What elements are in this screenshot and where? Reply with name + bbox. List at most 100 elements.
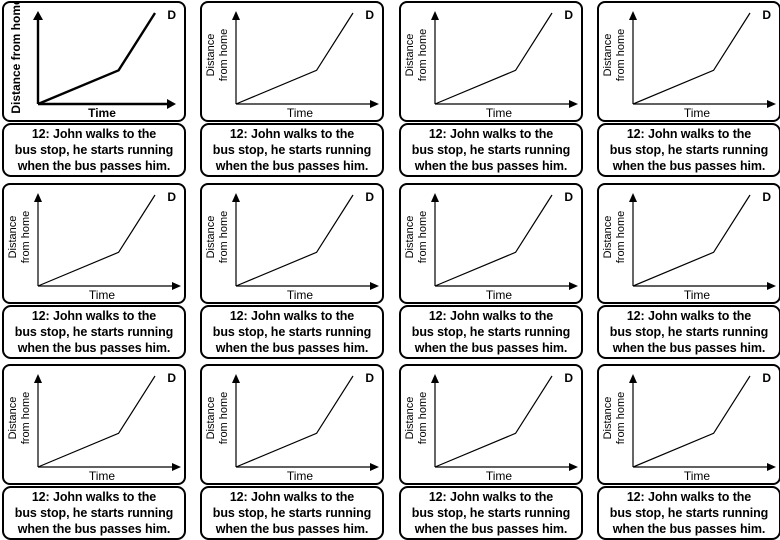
caption-line-2: bus stop, he starts running (609, 143, 769, 157)
distance-line (37, 375, 156, 468)
y-axis-label-line1: Distance (404, 216, 416, 259)
caption-box: 12: John walks to the bus stop, he starts… (2, 123, 186, 177)
y-axis-label-line2: from home (20, 211, 32, 264)
caption-line-2: bus stop, he starts running (411, 143, 571, 157)
caption-line-3: when the bus passes him. (612, 341, 766, 355)
card-letter: D (167, 8, 176, 22)
card-letter: D (564, 8, 573, 22)
caption-line-3: when the bus passes him. (414, 522, 568, 536)
caption-line-3: when the bus passes him. (414, 159, 568, 173)
x-axis-arrow-icon (569, 463, 578, 471)
distance-time-graph: D Time Distance from home (9, 3, 176, 120)
x-axis-arrow-icon (167, 99, 176, 109)
caption-line-3: when the bus passes him. (612, 159, 766, 173)
distance-line (37, 12, 157, 106)
y-axis-label-line1: Distance (205, 397, 217, 440)
x-axis-arrow-icon (569, 100, 578, 108)
distance-line (632, 12, 751, 105)
caption-text: 12: John walks to the bus stop, he starts… (212, 126, 372, 174)
y-axis-label-line2: from home (615, 211, 627, 264)
x-axis-label: Time (684, 469, 711, 483)
caption-line-1: 12: John walks to the (229, 127, 355, 141)
caption-text: 12: John walks to the bus stop, he starts… (212, 489, 372, 537)
distance-time-graph: D Time Distance from home (404, 190, 578, 302)
caption-text: 12: John walks to the bus stop, he starts… (15, 489, 174, 537)
distance-line (235, 375, 354, 468)
caption-text: 12: John walks to the bus stop, he starts… (14, 126, 174, 174)
y-axis-label-line2: from home (20, 392, 32, 445)
distance-line (434, 375, 553, 468)
caption-text: 12: John walks to the bus stop, he starts… (412, 308, 571, 356)
y-axis-arrow-icon (33, 11, 43, 20)
card-letter: D (564, 190, 573, 204)
graph-panel: D Time Distance from home (2, 1, 186, 122)
caption-box: 12: John walks to the bus stop, he starts… (597, 305, 780, 359)
y-axis-arrow-icon (431, 193, 439, 202)
y-axis-arrow-icon (232, 193, 240, 202)
graph-panel: D Time Distance from home (200, 1, 384, 122)
distance-time-graph: D Time Distance from home (404, 8, 578, 120)
y-axis-arrow-icon (232, 374, 240, 383)
x-axis-arrow-icon (370, 282, 379, 290)
y-axis-label-line1: Distance (7, 216, 19, 259)
distance-time-graph: D Time Distance from home (7, 371, 181, 483)
y-axis-label-line2: from home (218, 211, 230, 264)
distance-line (235, 194, 354, 287)
graph-panel: D Time Distance from home (399, 364, 583, 485)
card-letter: D (365, 371, 374, 385)
caption-box: 12: John walks to the bus stop, he starts… (399, 123, 583, 177)
graph-panel: D Time Distance from home (200, 364, 384, 485)
x-axis-arrow-icon (172, 282, 181, 290)
caption-box: 12: John walks to the bus stop, he starts… (200, 123, 384, 177)
distance-time-graph: D Time Distance from home (404, 371, 578, 483)
caption-text: 12: John walks to the bus stop, he starts… (411, 126, 571, 174)
graph-panel: D Time Distance from home (597, 1, 780, 122)
distance-line (632, 375, 751, 468)
caption-line-2: bus stop, he starts running (212, 506, 372, 520)
graph-panel: D Time Distance from home (597, 183, 780, 304)
distance-time-graph: D Time Distance from home (602, 190, 776, 302)
y-axis-label-line2: from home (417, 29, 429, 82)
y-axis-label-line2: from home (218, 392, 230, 445)
x-axis-label: Time (89, 288, 116, 302)
distance-time-graph: D Time Distance from home (7, 190, 181, 302)
caption-line-1: 12: John walks to the (428, 309, 554, 323)
caption-line-2: bus stop, he starts running (14, 143, 174, 157)
caption-box: 12: John walks to the bus stop, he starts… (2, 305, 186, 359)
caption-line-1: 12: John walks to the (428, 490, 554, 504)
y-axis-label-line1: Distance (602, 216, 614, 259)
x-axis-label: Time (287, 469, 314, 483)
card-letter: D (762, 371, 771, 385)
caption-line-2: bus stop, he starts running (212, 143, 372, 157)
caption-text: 12: John walks to the bus stop, he starts… (609, 126, 769, 174)
y-axis-label-line2: from home (417, 211, 429, 264)
graph-panel: D Time Distance from home (200, 183, 384, 304)
distance-line (434, 194, 553, 287)
caption-text: 12: John walks to the bus stop, he starts… (412, 489, 571, 537)
distance-line (37, 194, 156, 287)
caption-line-3: when the bus passes him. (215, 341, 369, 355)
caption-box: 12: John walks to the bus stop, he starts… (399, 486, 583, 540)
x-axis-arrow-icon (569, 282, 578, 290)
caption-box: 12: John walks to the bus stop, he starts… (200, 305, 384, 359)
card-letter: D (762, 190, 771, 204)
y-axis-arrow-icon (629, 193, 637, 202)
distance-line (632, 194, 751, 287)
distance-time-graph: D Time Distance from home (602, 8, 776, 120)
card-letter: D (167, 190, 176, 204)
y-axis-label-line1: Distance (602, 34, 614, 77)
distance-time-graph: D Time Distance from home (602, 371, 776, 483)
caption-line-3: when the bus passes him. (414, 341, 568, 355)
card-letter: D (167, 371, 176, 385)
y-axis-arrow-icon (431, 374, 439, 383)
caption-text: 12: John walks to the bus stop, he starts… (15, 308, 174, 356)
caption-box: 12: John walks to the bus stop, he starts… (200, 486, 384, 540)
caption-line-1: 12: John walks to the (626, 490, 752, 504)
caption-line-2: bus stop, he starts running (609, 325, 769, 339)
caption-line-3: when the bus passes him. (17, 341, 171, 355)
distance-line (434, 12, 553, 105)
caption-line-1: 12: John walks to the (626, 309, 752, 323)
y-axis-label-line2: from home (417, 392, 429, 445)
distance-time-graph: D Time Distance from home (205, 8, 379, 120)
